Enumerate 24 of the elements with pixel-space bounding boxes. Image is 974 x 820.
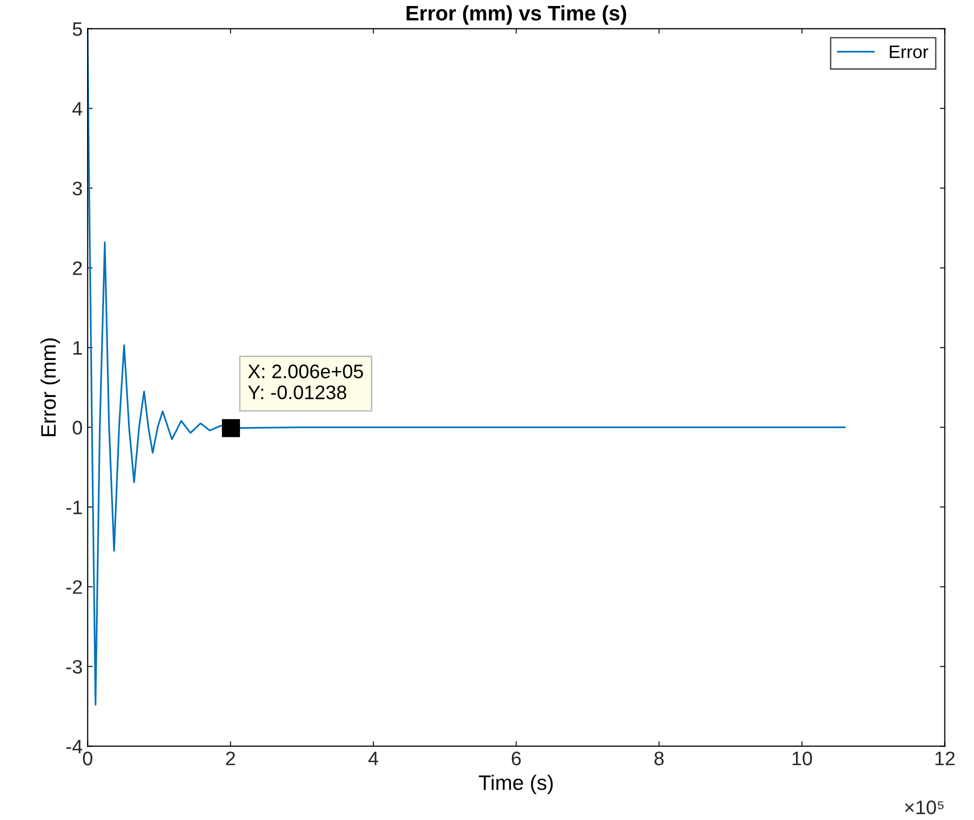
line-series bbox=[88, 28, 846, 706]
y-tick-label: 2 bbox=[72, 261, 82, 275]
y-tick-label: 5 bbox=[72, 22, 82, 36]
y-tick-label: 3 bbox=[72, 182, 82, 196]
y-axis-title: Error (mm) bbox=[40, 338, 60, 436]
annotation: X: 2.006e+05 Y: -0.01238 bbox=[248, 364, 364, 400]
x-tick-label: 6 bbox=[512, 752, 521, 766]
x-tick-label: 8 bbox=[654, 752, 664, 766]
x-tick-label: 4 bbox=[368, 752, 378, 766]
y-tick-label: -3 bbox=[66, 660, 82, 674]
y-tick-label: -4 bbox=[66, 740, 82, 754]
y-tick-label: 4 bbox=[72, 102, 82, 116]
chart-title: Error (mm) vs Time (s) bbox=[406, 5, 626, 25]
y-tick-label: 1 bbox=[73, 341, 82, 355]
x-tick-label: 12 bbox=[935, 752, 955, 766]
x-tick-label: 0 bbox=[83, 752, 92, 766]
x-axis-title: Time (s) bbox=[478, 774, 553, 794]
x-tick-label: 2 bbox=[226, 752, 235, 766]
y-tick-label: 0 bbox=[72, 420, 82, 435]
legend-label: Error bbox=[890, 46, 928, 58]
y-tick-label: -1 bbox=[66, 500, 82, 514]
y-tick-label: -2 bbox=[66, 580, 82, 594]
x-tick-label: 10 bbox=[792, 752, 812, 766]
text: ×10⁵ bbox=[905, 800, 944, 814]
